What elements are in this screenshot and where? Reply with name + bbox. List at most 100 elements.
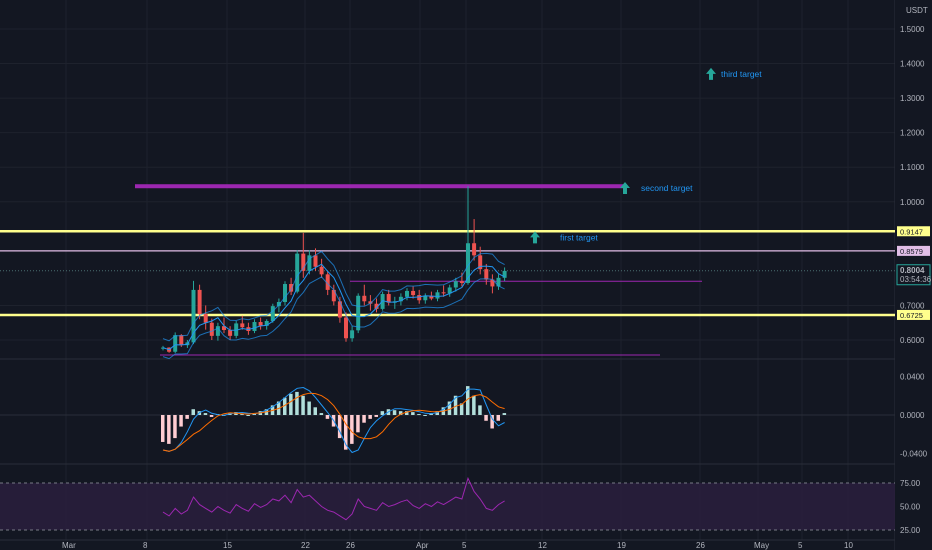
price-tick-label: 0.6000 <box>900 336 925 345</box>
time-tick-label: 10 <box>844 541 853 550</box>
macd-hist-bar <box>313 407 317 415</box>
macd-hist-bar <box>325 415 330 419</box>
candle-body <box>441 292 446 294</box>
macd-hist-bar <box>295 391 299 415</box>
macd-hist-bar <box>459 403 464 415</box>
candle-body <box>405 290 409 297</box>
price-tag-value: 0.6725 <box>900 311 923 320</box>
up-arrow-icon <box>706 67 716 80</box>
up-arrow-icon <box>530 231 540 244</box>
candle-body <box>368 301 373 304</box>
candle-body <box>435 292 440 299</box>
candle-body <box>478 255 483 270</box>
macd-hist-bar <box>447 401 452 415</box>
macd-hist-bar <box>209 415 214 417</box>
price-tag-box <box>897 309 930 320</box>
macd-hist-bar <box>289 393 293 415</box>
candle-body <box>228 329 233 336</box>
indicator-layer <box>0 250 895 521</box>
price-tag-box <box>896 264 931 286</box>
macd-hist-bar <box>398 411 403 415</box>
candle-body <box>307 255 312 271</box>
target-annotation: first target <box>530 231 598 244</box>
rsi-tick-label: 50.00 <box>900 503 921 512</box>
time-tick-label: May <box>754 541 769 550</box>
price-tag-box <box>897 226 930 237</box>
target-label: second target <box>641 183 693 193</box>
candle-body <box>215 326 220 336</box>
macd-hist-bar <box>435 411 439 415</box>
macd-hist-bar <box>411 412 415 415</box>
candle-body <box>264 320 269 326</box>
candle-body <box>209 322 214 336</box>
purple-target-bar <box>135 184 627 189</box>
macd-hist-bar <box>319 413 324 415</box>
candle-body <box>417 295 422 301</box>
macd-hist-bar <box>283 397 287 415</box>
price-tag-value: 0.8579 <box>900 247 923 256</box>
price-tick-label: 1.3000 <box>900 94 925 103</box>
candle-body <box>472 243 477 256</box>
time-tick-label: Apr <box>416 541 429 550</box>
candle-body <box>197 289 202 315</box>
macd-hist-bar <box>167 415 171 444</box>
annotation-layer: first target second target third target <box>530 67 762 244</box>
macd-hist-bar <box>478 405 482 415</box>
price-tag: 0.6725 <box>897 309 930 320</box>
candle-body <box>179 335 184 346</box>
macd-hist-bar <box>502 413 507 415</box>
candle-body <box>325 274 330 290</box>
rsi-tick-label: 75.00 <box>900 479 921 488</box>
horizontal-levels <box>0 184 895 356</box>
time-tick-label: 15 <box>223 541 232 550</box>
macd-hist-bar <box>203 413 208 415</box>
candle-body <box>356 295 361 331</box>
candle-body <box>337 301 342 318</box>
candle-body <box>234 323 239 336</box>
candle-body <box>222 326 226 330</box>
macd-hist-bar <box>356 415 360 433</box>
rsi-line <box>162 476 505 521</box>
time-tick-label: 22 <box>301 541 310 550</box>
candle-body <box>252 322 257 332</box>
up-arrow-icon <box>620 181 630 194</box>
price-tag-box <box>897 245 930 256</box>
candle-body <box>423 295 428 301</box>
time-tick-label: 12 <box>538 541 547 550</box>
target-annotation: third target <box>706 67 762 80</box>
macd-hist-bar <box>173 415 177 439</box>
candle-body <box>258 322 263 326</box>
time-tick-label: 5 <box>462 541 467 550</box>
macd-hist-bar <box>246 415 250 416</box>
time-tick-label: 19 <box>617 541 626 550</box>
candle-body <box>496 277 501 287</box>
candle-body <box>173 335 178 352</box>
candle-body <box>295 253 300 292</box>
time-tick-label: 8 <box>143 541 148 550</box>
candle-body <box>270 306 275 321</box>
candle-body <box>386 294 391 303</box>
candle-body <box>362 295 367 302</box>
candles-layer <box>161 186 507 354</box>
candle-body <box>466 243 470 283</box>
macd-hist-bar <box>240 414 244 416</box>
macd-hist-bar <box>191 409 195 415</box>
candle-body <box>283 284 287 302</box>
candle-body <box>398 296 403 302</box>
macd-hist-bar <box>466 386 470 415</box>
candle-body <box>350 330 355 339</box>
candle-body <box>490 279 495 287</box>
currency-label: USDT <box>906 6 928 15</box>
candle-body <box>319 266 324 275</box>
target-label: first target <box>560 232 598 242</box>
macd-hist-bar <box>301 395 305 415</box>
moving-average-line <box>162 263 505 351</box>
macd-hist-bar <box>307 401 311 415</box>
macd-hist-bar <box>161 415 165 442</box>
macd-hist-bar <box>368 415 372 419</box>
time-tick-label: Mar <box>62 541 76 550</box>
macd-hist-bar <box>453 395 458 415</box>
macd-hist-bar <box>337 415 342 439</box>
